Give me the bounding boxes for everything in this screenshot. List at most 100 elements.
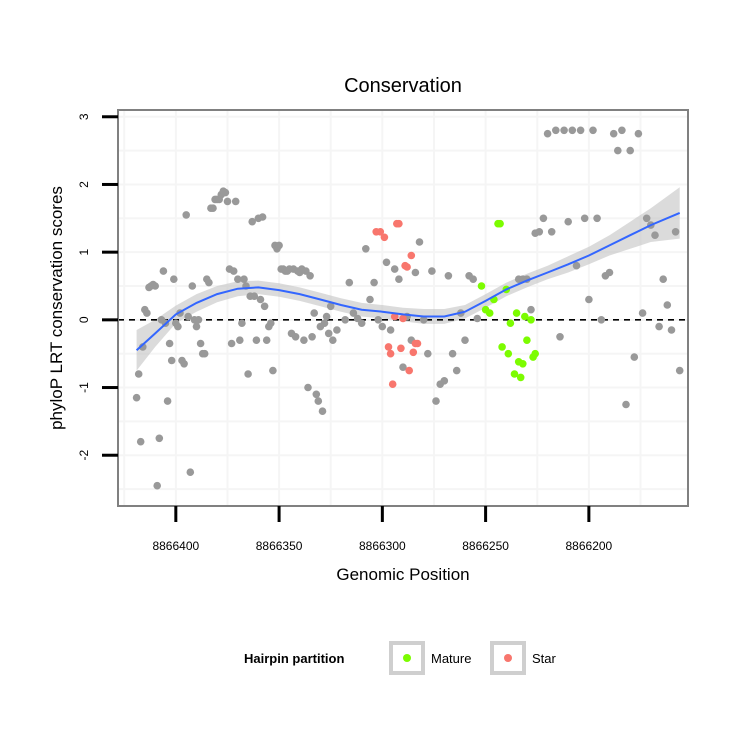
data-point-other — [659, 275, 667, 284]
data-point-other — [236, 336, 244, 345]
data-point-other — [386, 326, 395, 334]
legend-entry-star: Star — [490, 641, 557, 675]
data-point-other — [527, 305, 535, 314]
legend-entry-mature: Mature — [389, 641, 471, 675]
data-point-other — [390, 265, 399, 273]
x-tick-label: 8866400 — [152, 539, 199, 553]
data-point-other — [634, 129, 643, 138]
data-point-other — [580, 214, 589, 223]
data-point-other — [638, 309, 647, 317]
data-point-other — [374, 316, 383, 324]
y-tick-label: -1 — [77, 382, 91, 393]
data-point-other — [473, 314, 482, 323]
data-point-other — [461, 336, 469, 345]
series-mature — [477, 219, 539, 382]
data-point-star — [409, 348, 418, 357]
data-point-other — [151, 282, 159, 290]
data-point-other — [552, 126, 560, 135]
legend-key-star — [490, 641, 526, 675]
data-point-other — [244, 370, 252, 378]
data-point-other — [444, 272, 453, 280]
data-point-mature — [510, 370, 519, 378]
data-point-other — [671, 228, 680, 236]
data-point-mature — [485, 309, 494, 317]
series-other — [132, 126, 684, 490]
data-point-mature — [516, 373, 525, 382]
data-point-other — [560, 126, 568, 135]
data-point-other — [136, 437, 145, 446]
data-point-other — [260, 302, 269, 311]
data-point-other — [250, 292, 259, 301]
data-point-other — [572, 261, 581, 270]
data-point-star — [388, 380, 397, 389]
legend-label-mature: Mature — [431, 651, 471, 666]
data-point-other — [333, 326, 341, 334]
data-point-other — [275, 241, 283, 250]
data-point-other — [182, 211, 190, 219]
data-point-other — [310, 309, 319, 317]
data-point-other — [132, 393, 141, 402]
data-point-star — [395, 219, 403, 228]
data-point-mature — [477, 282, 486, 290]
data-point-star — [405, 366, 414, 375]
data-point-other — [357, 319, 366, 328]
data-point-star — [407, 251, 416, 260]
data-point-other — [304, 383, 312, 392]
data-point-other — [651, 231, 659, 239]
data-point-other — [205, 278, 213, 287]
data-point-other — [267, 319, 275, 328]
data-point-mature — [531, 349, 539, 358]
data-point-other — [419, 316, 428, 324]
data-point-other — [312, 390, 321, 399]
data-point-other — [227, 339, 236, 348]
data-point-other — [452, 366, 461, 375]
data-point-other — [165, 339, 174, 348]
data-point-other — [469, 275, 478, 284]
data-point-other — [597, 316, 606, 324]
legend-title: Hairpin partition — [244, 651, 344, 666]
chart-title: Conservation — [344, 75, 462, 97]
data-point-other — [163, 397, 172, 405]
x-tick-label: 8866300 — [359, 539, 406, 553]
data-point-mature — [506, 319, 515, 328]
data-point-other — [248, 217, 256, 226]
data-point-star — [386, 349, 395, 358]
data-point-mature — [498, 343, 506, 351]
data-point-other — [556, 333, 564, 341]
data-point-other — [223, 197, 232, 206]
data-point-other — [411, 268, 420, 277]
data-point-other — [318, 407, 327, 416]
data-point-other — [167, 356, 176, 365]
y-tick-label: 1 — [77, 249, 91, 256]
y-tick-label: 0 — [77, 316, 91, 323]
data-point-other — [593, 214, 601, 223]
data-point-other — [252, 336, 261, 345]
data-point-other — [174, 322, 182, 331]
legend: Hairpin partition Mature Star — [244, 641, 557, 675]
data-point-other — [440, 377, 449, 385]
data-point-other — [622, 400, 630, 409]
data-point-other — [153, 481, 161, 490]
data-point-other — [324, 329, 333, 338]
data-point-other — [229, 267, 238, 275]
data-point-other — [382, 258, 391, 267]
data-point-other — [291, 333, 300, 341]
data-point-mature — [523, 336, 531, 345]
data-point-other — [170, 275, 178, 284]
grid-lines — [118, 110, 688, 506]
data-point-other — [180, 360, 188, 368]
data-point-other — [370, 278, 378, 287]
data-point-other — [192, 322, 201, 331]
data-point-other — [238, 319, 246, 328]
data-point-star — [399, 314, 407, 323]
data-point-other — [134, 370, 143, 378]
data-point-other — [262, 336, 271, 345]
data-point-other — [300, 336, 308, 345]
data-point-other — [221, 188, 230, 197]
data-point-other — [399, 363, 407, 372]
x-axis: 8866400 8866350 8866300 8866250 8866200 — [152, 506, 613, 553]
data-point-other — [535, 228, 544, 236]
data-point-star — [413, 339, 422, 348]
series-star — [372, 219, 422, 389]
